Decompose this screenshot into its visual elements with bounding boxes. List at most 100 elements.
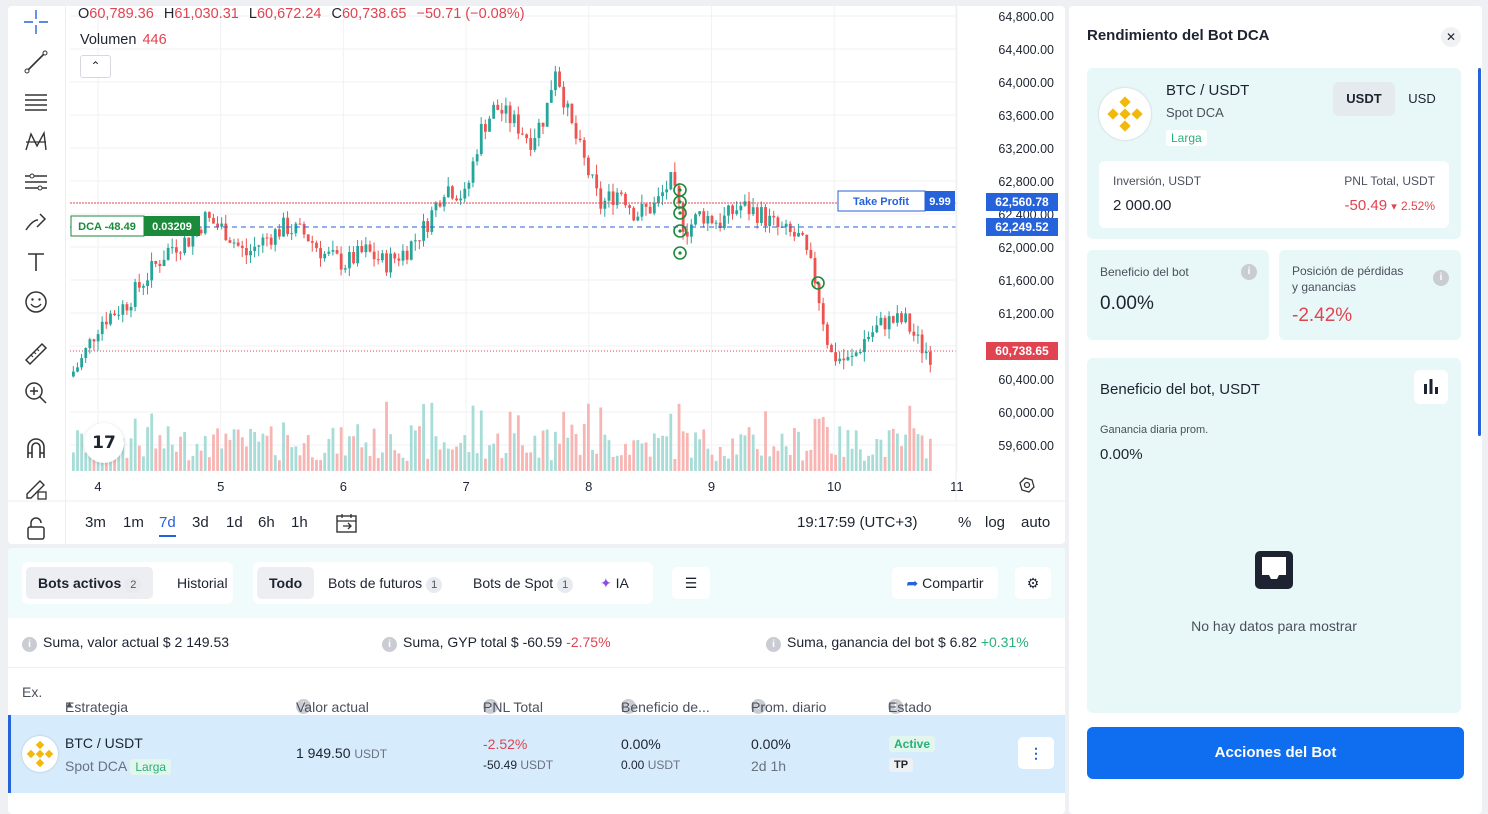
volume-bar	[158, 435, 162, 471]
volume-bar	[516, 415, 520, 471]
candle-body	[842, 358, 846, 361]
volume-bar	[467, 452, 471, 471]
volume-bar	[834, 454, 837, 471]
date-range-icon[interactable]	[335, 512, 359, 538]
volume-bar	[636, 439, 640, 471]
settings-icon[interactable]	[1019, 477, 1035, 493]
text-tool-icon[interactable]	[22, 248, 50, 276]
tab-history[interactable]: Historial	[177, 575, 228, 591]
close-icon[interactable]: ✕	[1441, 27, 1461, 47]
crosshair-icon[interactable]	[22, 8, 50, 36]
candle-body	[323, 253, 327, 259]
share-button[interactable]: ➦ Compartir	[892, 567, 998, 599]
magnet-icon[interactable]	[22, 434, 50, 462]
currency-usdt-toggle[interactable]: USDT	[1333, 82, 1395, 116]
info-icon[interactable]: i	[1433, 270, 1449, 286]
volume-bar	[813, 418, 817, 471]
volume-bar	[310, 457, 314, 471]
candle-body	[570, 103, 574, 124]
row-pnl-pct: -2.52%	[483, 736, 528, 752]
filter-settings-button[interactable]: ☰	[672, 567, 710, 599]
zoom-in-icon[interactable]	[22, 379, 50, 407]
candle-body	[788, 223, 792, 232]
percent-scale-toggle[interactable]: %	[958, 514, 972, 531]
tf-6h[interactable]: 6h	[258, 514, 275, 531]
panel-scrollbar[interactable]	[1478, 68, 1481, 436]
dca-label[interactable]: DCA -48.49 0.03209	[70, 215, 200, 237]
candle-body	[170, 247, 174, 249]
brush-icon[interactable]	[22, 208, 50, 236]
auto-scale-toggle[interactable]: auto	[1021, 514, 1051, 531]
pnl-value: -50.49 ▾ 2.52%	[1344, 197, 1435, 214]
bar-chart-icon[interactable]	[1414, 370, 1448, 404]
collapse-legend-button[interactable]: ⌃	[80, 55, 111, 78]
candle-body	[343, 268, 347, 270]
bot-profit-label: Beneficio del bot	[1100, 265, 1189, 279]
tab-active-bots[interactable]: Bots activos 2	[26, 567, 154, 599]
tf-1h[interactable]: 1h	[291, 514, 308, 531]
candle-body	[533, 137, 537, 150]
tf-7d[interactable]: 7d	[159, 514, 176, 537]
side-badge: Larga	[1166, 129, 1207, 147]
x-tick-label: 6	[340, 479, 347, 494]
volume-bar	[928, 438, 932, 471]
x-tick-label: 8	[585, 479, 592, 494]
draw-lock-icon[interactable]	[22, 474, 50, 502]
bot-profit-chart-card: Beneficio del bot, USDT Ganancia diaria …	[1087, 358, 1461, 713]
tf-3d[interactable]: 3d	[192, 514, 209, 531]
volume-bar	[731, 438, 734, 471]
fib-levels-icon[interactable]	[22, 88, 50, 116]
lock-icon[interactable]	[22, 514, 50, 542]
filter-all[interactable]: Todo	[257, 567, 315, 599]
volume-bar	[887, 430, 891, 471]
binance-icon	[22, 736, 58, 772]
buy-order-dot	[816, 281, 820, 285]
volume-legend: Volumen 446	[80, 32, 167, 48]
candle-body	[479, 124, 483, 155]
emoji-icon[interactable]	[22, 288, 50, 316]
clock-readout[interactable]: 19:17:59 (UTC+3)	[797, 514, 918, 531]
tf-3m[interactable]: 3m	[85, 514, 106, 531]
price-chart[interactable]: 64,800.00 64,400.00 64,000.00 63,600.00 63,2…	[8, 6, 1065, 544]
ruler-icon[interactable]	[22, 340, 50, 368]
volume-bar	[146, 427, 149, 471]
share-icon: ➦	[906, 575, 919, 591]
info-icon[interactable]: i	[1241, 264, 1257, 280]
row-menu-button[interactable]: ⋮	[1018, 737, 1054, 769]
filter-ai[interactable]: ✦ IA	[600, 575, 629, 591]
tf-1m[interactable]: 1m	[123, 514, 144, 531]
trend-line-icon[interactable]	[22, 48, 50, 76]
candle-body	[137, 282, 141, 288]
volume-bar	[595, 453, 599, 471]
bot-actions-button[interactable]: Acciones del Bot	[1087, 727, 1464, 779]
down-arrow-icon: ▾	[1391, 201, 1397, 213]
currency-usd-toggle[interactable]: USD	[1408, 91, 1436, 106]
candle-body	[442, 197, 446, 207]
candle-body	[294, 223, 298, 234]
col-exchange[interactable]: Ex.	[22, 684, 43, 700]
candle-body	[698, 211, 702, 215]
sliders-icon: ☰	[684, 575, 698, 591]
volume-bar	[780, 433, 784, 471]
projection-icon[interactable]	[22, 168, 50, 196]
pattern-icon[interactable]	[22, 128, 50, 156]
take-profit-label[interactable]: Take Profit 9.99	[837, 190, 955, 212]
volume-bar	[743, 435, 747, 471]
volume-bar	[315, 459, 318, 471]
volume-bar	[278, 460, 281, 471]
tradingview-logo[interactable]: 17	[84, 423, 124, 463]
candle-body	[867, 336, 870, 340]
settings-button[interactable]: ⚙	[1015, 567, 1051, 599]
tf-1d[interactable]: 1d	[226, 514, 243, 531]
volume-bar	[409, 425, 413, 471]
filter-futures-bots[interactable]: Bots de futuros 1	[316, 567, 454, 599]
log-scale-toggle[interactable]: log	[985, 514, 1006, 531]
candle-body	[100, 321, 104, 335]
filter-spot-bots[interactable]: Bots de Spot 1	[461, 567, 585, 599]
sparkle-icon: ✦	[600, 575, 612, 591]
candle-body	[512, 114, 516, 124]
candle-body	[846, 356, 850, 361]
table-row[interactable]: BTC / USDT Spot DCA Larga 1 949.50 USDT …	[8, 715, 1065, 793]
candle-body	[492, 104, 496, 119]
candle-body	[430, 210, 434, 232]
